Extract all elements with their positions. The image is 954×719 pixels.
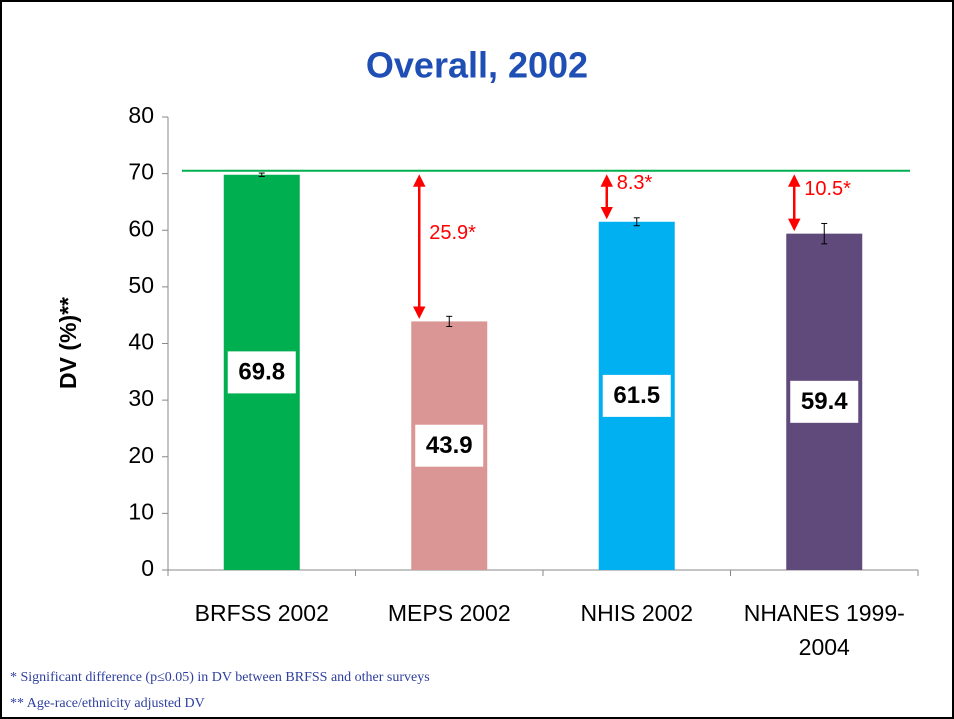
chart-title: Overall, 2002: [366, 45, 588, 86]
footnote: * Significant difference (p≤0.05) in DV …: [10, 670, 430, 685]
y-tick-label: 20: [128, 442, 154, 468]
y-axis-label: DV (%)**: [55, 297, 81, 389]
value-label: 43.9: [426, 432, 473, 459]
value-label: 59.4: [801, 388, 848, 415]
y-tick-label: 30: [128, 385, 154, 411]
y-tick-label: 80: [128, 102, 154, 128]
value-label-box: [602, 374, 671, 417]
value-label: 69.8: [238, 359, 285, 386]
difference-label: 25.9*: [429, 222, 476, 244]
footnote: ** Age-race/ethnicity adjusted DV: [10, 696, 205, 711]
difference-label: 8.3*: [617, 172, 653, 194]
y-tick-label: 70: [128, 159, 154, 185]
x-tick-label: NHANES 1999-2004: [743, 600, 905, 660]
value-label-box: [227, 351, 296, 394]
x-tick-label: MEPS 2002: [387, 600, 511, 626]
y-tick-label: 40: [128, 329, 154, 355]
x-tick-label: BRFSS 2002: [194, 600, 329, 626]
y-tick-label: 50: [128, 272, 154, 298]
y-tick-label: 0: [141, 555, 154, 581]
y-tick-label: 60: [128, 215, 154, 241]
value-label: 61.5: [613, 382, 660, 409]
x-tick-label: NHIS 2002: [580, 600, 693, 626]
y-tick-label: 10: [128, 498, 154, 524]
value-label-box: [415, 424, 484, 467]
value-label-box: [790, 380, 859, 423]
difference-label: 10.5*: [804, 178, 851, 200]
